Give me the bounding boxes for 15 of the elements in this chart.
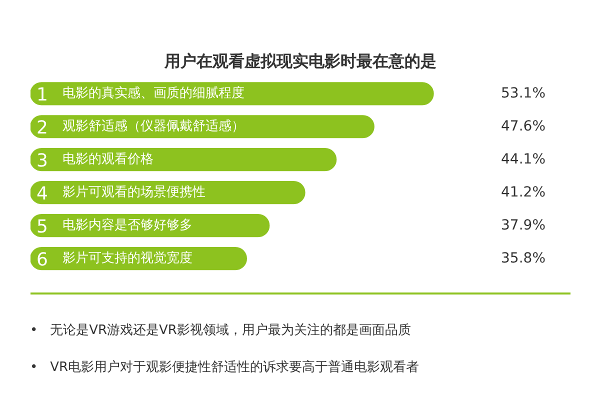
y-tick-label: 2 观影舒适感（仪器佩戴舒适感）: [36, 118, 244, 139]
y-tick-label: 6 影片可支持的视觉宽度: [36, 250, 192, 271]
data-label: 44.1%: [501, 152, 546, 168]
y-tick-label: 3 电影的观看价格: [36, 150, 154, 172]
data-label: 41.2%: [501, 184, 546, 201]
data-label: 37.9%: [501, 218, 546, 234]
y-tick-label: 5 电影内容是否够好够多: [36, 216, 192, 238]
y-tick-label: 4 影片可观看的场景便携性: [36, 184, 206, 205]
y-tick-label: 1 电影的真实感、画质的细腻程度: [36, 84, 244, 106]
data-label: 53.1%: [501, 86, 546, 102]
text: • VR电影用户对于观影便捷性舒适性的诉求要高于普通电影观看者: [30, 358, 419, 377]
data-label: 35.8%: [501, 250, 546, 267]
text: • 无论是VR游戏还是VR影视领域，用户最为关注的都是画面品质: [30, 322, 412, 340]
data-label: 47.6%: [501, 118, 546, 135]
chart-title: 用户在观看虚拟现实电影时最在意的是: [164, 52, 436, 70]
